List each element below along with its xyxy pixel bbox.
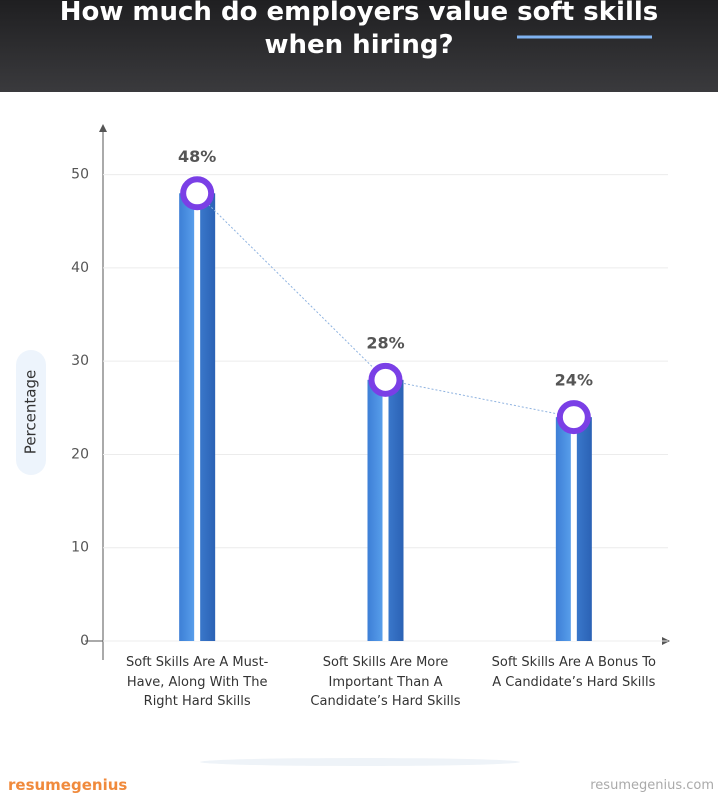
shadow bbox=[200, 758, 520, 766]
logo-part: genius bbox=[70, 776, 128, 794]
chart-title: How much do employers value soft skills … bbox=[59, 0, 659, 60]
x-tick-label: Soft Skills Are A Bonus To A Candidate’s… bbox=[491, 655, 656, 690]
footer-site: resumegenius.com bbox=[590, 778, 714, 793]
bar-gap bbox=[382, 379, 389, 641]
marker bbox=[556, 400, 591, 435]
footer-logo: resumegenius bbox=[8, 776, 127, 794]
marker bbox=[368, 362, 403, 397]
data-label: 48% bbox=[178, 147, 216, 166]
bar-gap bbox=[570, 417, 577, 641]
y-tick-label: 20 bbox=[71, 446, 89, 462]
x-tick-label: Soft Skills Are More Important Than A Ca… bbox=[310, 655, 461, 709]
data-label: 24% bbox=[555, 371, 593, 390]
y-tick-label: 40 bbox=[71, 260, 89, 276]
logo-part: resume bbox=[8, 776, 71, 794]
axis-label-pill bbox=[16, 350, 46, 475]
data-label: 28% bbox=[366, 333, 404, 352]
header-band bbox=[0, 0, 718, 92]
y-tick-label: 10 bbox=[71, 540, 89, 556]
y-axis-label: Percentage bbox=[22, 370, 40, 454]
y-tick-label: 0 bbox=[80, 633, 89, 649]
y-tick-label: 30 bbox=[71, 353, 89, 369]
y-axis-arrow bbox=[99, 124, 107, 132]
bar-gap bbox=[194, 193, 201, 642]
y-tick-label: 50 bbox=[71, 167, 89, 183]
marker bbox=[180, 176, 215, 211]
x-tick-label: Soft Skills Are A Must-Have, Along With … bbox=[125, 655, 269, 709]
